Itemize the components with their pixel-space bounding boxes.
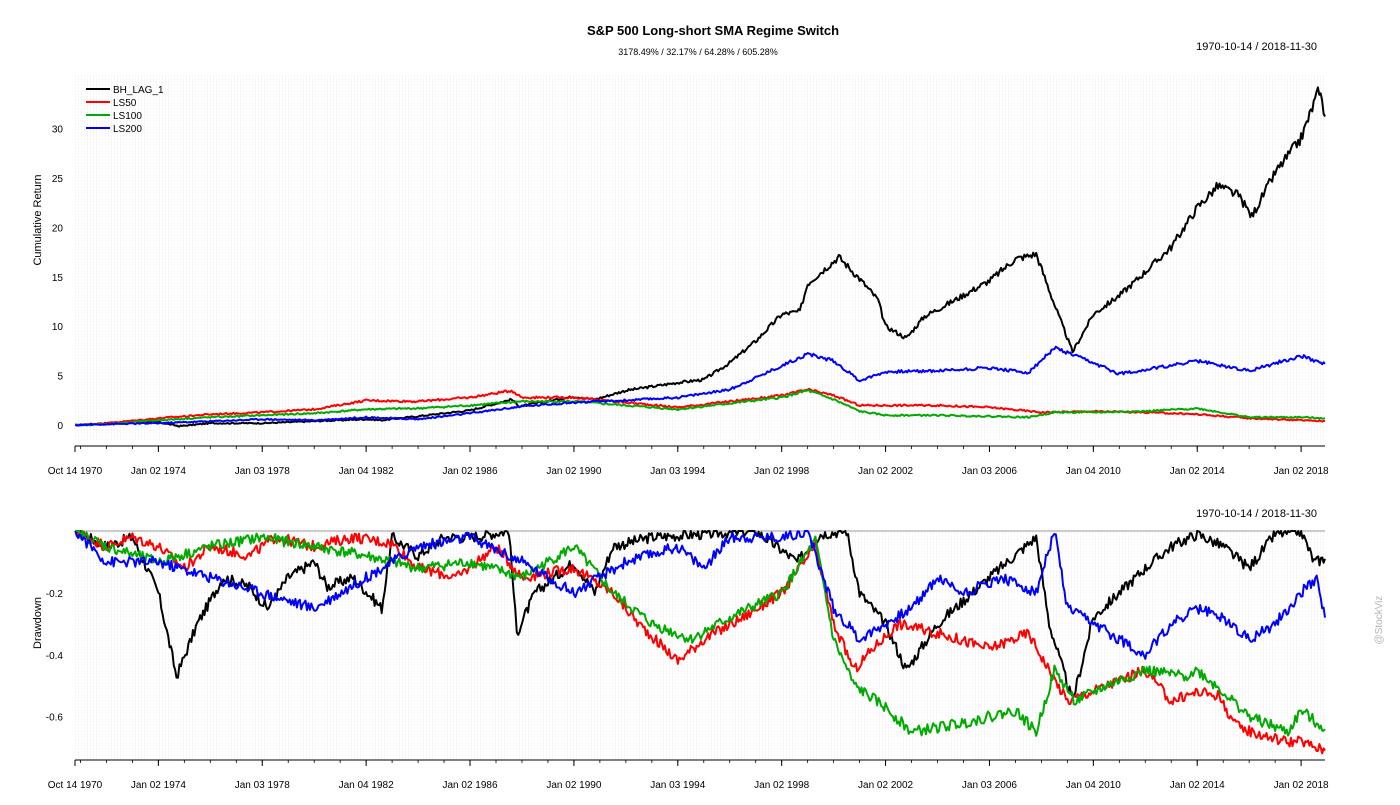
bottom-x-tick-label: Jan 03 2006 (962, 780, 1017, 791)
watermark: @StockViz (1374, 596, 1385, 645)
bottom-x-tick-label: Jan 02 1998 (754, 780, 809, 791)
bottom-x-axis: Oct 14 1970 Jan 02 1974 Jan 03 1978 Jan 04 … (48, 759, 1329, 791)
top-x-tick-label: Jan 04 1982 (339, 466, 394, 477)
top-y-tick-label: 10 (52, 322, 64, 333)
top-x-tick-label: Oct 14 1970 (48, 466, 103, 477)
bottom-series-bh-lag-1 (75, 530, 1326, 698)
top-panel-date-range: 1970-10-14 / 2018-11-30 (1196, 41, 1317, 53)
top-y-tick-label: 5 (57, 372, 63, 383)
top-x-tick-label: Jan 02 2002 (858, 466, 913, 477)
top-grid (75, 75, 1325, 440)
bottom-series-ls100 (75, 530, 1326, 737)
bottom-x-tick-label: Jan 04 2010 (1066, 780, 1121, 791)
bottom-x-tick-label: Jan 02 2018 (1274, 780, 1329, 791)
top-y-tick-label: 30 (52, 124, 64, 135)
top-y-axis: 0 5 10 15 20 25 30 (52, 124, 64, 432)
legend-label: LS200 (113, 124, 142, 135)
top-x-tick-label: Jan 03 2006 (962, 466, 1017, 477)
chart-subtitle: 3178.49% / 32.17% / 64.28% / 605.28% (618, 47, 778, 57)
bottom-x-tick-label: Jan 04 1982 (339, 780, 394, 791)
top-x-tick-label: Jan 04 2010 (1066, 466, 1121, 477)
top-x-tick-label: Jan 03 1978 (235, 466, 290, 477)
bottom-x-tick-label: Oct 14 1970 (48, 780, 103, 791)
top-x-axis: Oct 14 1970 Jan 02 1974 Jan 03 1978 Jan 04 … (48, 445, 1329, 477)
bottom-panel-ylabel: Drawdown (32, 597, 44, 649)
top-x-tick-label: Jan 02 1986 (442, 466, 497, 477)
top-x-tick-label: Jan 03 1994 (650, 466, 705, 477)
bottom-panel: Oct 14 1970 Jan 02 1974 Jan 03 1978 Jan 04 … (46, 530, 1329, 791)
bottom-x-tick-label: Jan 02 1986 (442, 780, 497, 791)
top-y-tick-label: 25 (52, 174, 64, 185)
top-series-bh-lag-1 (75, 86, 1326, 428)
legend-label: LS100 (113, 111, 142, 122)
legend-label: LS50 (113, 98, 137, 109)
top-panel: Oct 14 1970 Jan 02 1974 Jan 03 1978 Jan 04 … (48, 75, 1329, 477)
legend: BH_LAG_1 LS50 LS100 LS200 (86, 85, 164, 135)
bottom-x-tick-label: Jan 03 1994 (650, 780, 705, 791)
bottom-y-tick-label: -0.6 (46, 713, 64, 724)
top-x-tick-label: Jan 02 2018 (1274, 466, 1329, 477)
legend-label: BH_LAG_1 (113, 85, 164, 96)
bottom-x-tick-label: Jan 02 2014 (1170, 780, 1225, 791)
top-y-tick-label: 0 (57, 421, 63, 432)
top-x-tick-label: Jan 02 1990 (546, 466, 601, 477)
bottom-x-tick-label: Jan 02 1990 (546, 780, 601, 791)
top-series-ls100 (75, 389, 1326, 427)
bottom-x-tick-label: Jan 03 1978 (235, 780, 290, 791)
top-series-ls200 (74, 345, 1326, 427)
top-y-tick-label: 15 (52, 273, 64, 284)
bottom-y-axis: -0.6 -0.4 -0.2 (46, 589, 64, 724)
top-x-tick-label: Jan 02 2014 (1170, 466, 1225, 477)
bottom-y-tick-label: -0.2 (46, 589, 64, 600)
bottom-series-ls200 (74, 530, 1326, 660)
top-panel-ylabel: Cumulative Return (32, 174, 44, 265)
top-y-tick-label: 20 (52, 223, 64, 234)
top-x-tick-label: Jan 02 1998 (754, 466, 809, 477)
bottom-x-tick-label: Jan 02 1974 (131, 780, 186, 791)
top-x-tick-label: Jan 02 1974 (131, 466, 186, 477)
bottom-x-tick-label: Jan 02 2002 (858, 780, 913, 791)
bottom-grid (75, 532, 1325, 759)
chart-title: S&P 500 Long-short SMA Regime Switch (587, 23, 839, 38)
bottom-y-tick-label: -0.4 (46, 651, 64, 662)
bottom-panel-date-range: 1970-10-14 / 2018-11-30 (1196, 508, 1317, 520)
